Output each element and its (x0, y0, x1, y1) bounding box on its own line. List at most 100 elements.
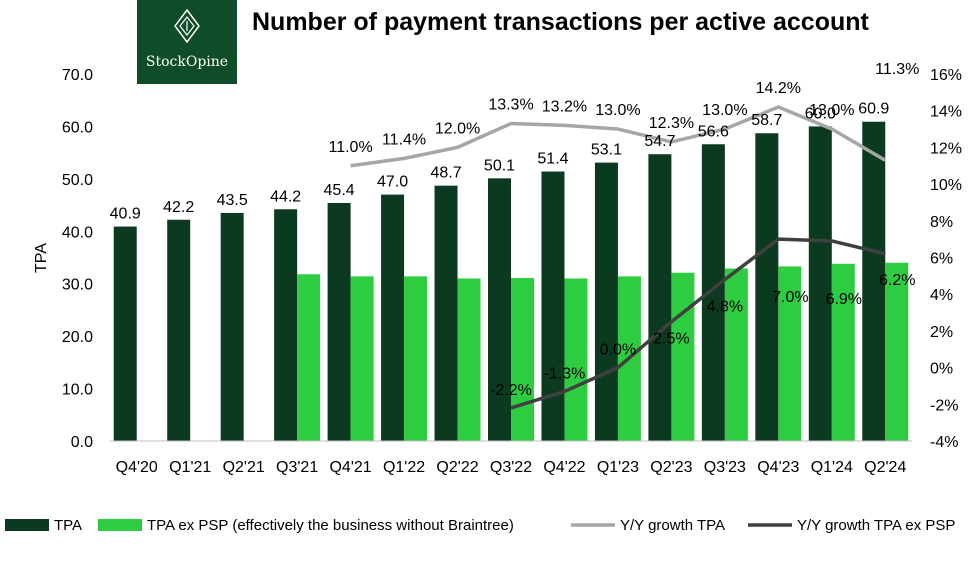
axes-layer: 0.0 10.0 20.0 30.0 40.0 50.0 60.0 70.0 -4% -2% 0% 2… (33, 67, 962, 476)
x-tick-label: Q1'23 (597, 459, 639, 476)
tpa-value-label: 44.2 (270, 188, 301, 205)
tpa-value-label: 60.9 (858, 101, 889, 118)
tpa-ex-psp-bar (724, 268, 748, 441)
tpa-value-label: 43.5 (217, 192, 248, 209)
x-tick-label: Q4'20 (116, 459, 158, 476)
legend: TPA TPA ex PSP (effectively the business … (5, 517, 955, 534)
growth-tpa-label: 11.0% (329, 139, 373, 156)
growth-tpa-label: 13.3% (488, 97, 533, 114)
x-tick-label: Q3'22 (490, 459, 532, 476)
stockopine-logo: StockOpine (137, 0, 237, 84)
tpa-value-label: 47.0 (377, 174, 408, 191)
tpa-ex-psp-bar (350, 276, 374, 441)
growth-tpa-ex-psp-label: 6.2% (879, 272, 915, 289)
y-tick-label: 60.0 (62, 119, 93, 136)
lines-layer (350, 105, 887, 410)
y2-tick-label: 12% (930, 140, 962, 157)
legend-label-tpa-ex-psp: TPA ex PSP (effectively the business wit… (147, 517, 514, 534)
tpa-ex-psp-bar (671, 272, 695, 441)
growth-tpa-label: 13.0% (809, 102, 854, 119)
y-tick-label: 40.0 (62, 224, 93, 241)
x-tick-label: Q2'21 (223, 459, 265, 476)
tpa-ex-psp-bar (511, 277, 534, 441)
x-tick-label: Q4'22 (543, 459, 585, 476)
y-tick-label: 50.0 (62, 172, 93, 189)
tpa-bar (167, 219, 191, 441)
tpa-value-label: 58.7 (751, 112, 782, 129)
tpa-bar (808, 126, 832, 441)
growth-tpa-ex-psp-line (510, 237, 886, 410)
logo-brand-text: StockOpine (145, 54, 229, 70)
bars-layer (113, 121, 909, 442)
growth-tpa-label: 14.2% (756, 80, 801, 97)
legend-label-growth-tpa: Y/Y growth TPA (620, 517, 725, 534)
growth-tpa-ex-psp-label: 6.9% (826, 291, 862, 308)
tpa-bar (755, 133, 779, 441)
tpa-ex-psp-bar (564, 278, 588, 441)
y-tick-label: 20.0 (62, 329, 93, 346)
y2-tick-label: 8% (930, 214, 953, 231)
legend-swatch-tpa-ex-psp (98, 519, 142, 531)
tpa-ex-psp-bar (831, 263, 855, 441)
tpa-ex-psp-bar (457, 278, 481, 441)
data-labels-layer: 40.9 42.2 43.5 44.2 45.4 47.0 48.7 50.1 51.4 53.1… (110, 61, 920, 399)
y2-tick-label: 16% (930, 67, 962, 84)
y-tick-label: 30.0 (62, 277, 93, 294)
tpa-ex-psp-bar (778, 266, 802, 441)
y-tick-label: 0.0 (71, 434, 93, 451)
y-axis-title: TPA (33, 243, 50, 273)
y2-tick-label: 10% (930, 177, 962, 194)
growth-tpa-label: 12.3% (649, 115, 694, 132)
tpa-bar (327, 202, 351, 441)
growth-tpa-ex-psp-label: 4.8% (707, 299, 743, 316)
tpa-ex-psp-bar (297, 274, 321, 441)
x-tick-label: Q2'23 (650, 459, 692, 476)
growth-tpa-label: 13.0% (595, 102, 640, 119)
growth-tpa-ex-psp-label: 2.5% (653, 331, 689, 348)
y2-tick-label: -2% (930, 397, 958, 414)
y2-tick-label: 2% (930, 324, 953, 341)
legend-label-tpa: TPA (54, 517, 82, 534)
tpa-bar (274, 209, 298, 441)
tpa-bar (381, 194, 405, 441)
diamond-logo-icon (174, 8, 200, 44)
growth-tpa-line (350, 105, 887, 168)
x-tick-label: Q4'21 (329, 459, 371, 476)
y2-tick-label: 6% (930, 251, 953, 268)
growth-tpa-ex-psp-label: -2.2% (490, 382, 532, 399)
tpa-value-label: 60.0 (805, 105, 836, 122)
x-tick-label: Q1'22 (383, 459, 425, 476)
chart-title: Number of payment transactions per activ… (252, 8, 869, 36)
growth-tpa-label: 11.4% (382, 131, 426, 148)
x-tick-label: Q2'22 (436, 459, 478, 476)
tpa-value-label: 42.2 (163, 199, 194, 216)
tpa-bar (862, 121, 886, 442)
x-tick-label: Q2'24 (864, 459, 906, 476)
x-tick-label: Q1'21 (169, 459, 211, 476)
x-tick-label: Q1'24 (811, 459, 853, 476)
growth-tpa-label: 11.3% (875, 61, 919, 78)
legend-swatch-tpa (5, 519, 49, 531)
tpa-value-label: 51.4 (537, 151, 568, 168)
tpa-value-label: 45.4 (324, 182, 355, 199)
tpa-bar (220, 212, 244, 441)
growth-tpa-label: 13.0% (702, 102, 747, 119)
tpa-value-label: 48.7 (430, 165, 461, 182)
tpa-value-label: 40.9 (110, 206, 141, 223)
y2-tick-label: 14% (930, 104, 962, 121)
tpa-bar (648, 154, 672, 442)
growth-tpa-ex-psp-label: 0.0% (600, 342, 636, 359)
x-tick-label: Q3'23 (704, 459, 746, 476)
growth-tpa-label: 12.0% (435, 120, 480, 137)
tpa-ex-psp-bar (885, 262, 909, 441)
x-tick-label: Q4'23 (757, 459, 799, 476)
tpa-value-label: 50.1 (484, 157, 515, 174)
y2-tick-label: -4% (930, 434, 958, 451)
tpa-bar (541, 171, 565, 441)
tpa-ex-psp-bar (404, 276, 428, 441)
tpa-value-label: 56.6 (698, 123, 729, 140)
x-tick-label: Q3'21 (276, 459, 318, 476)
y-tick-label: 10.0 (62, 382, 93, 399)
tpa-bar (701, 144, 725, 442)
